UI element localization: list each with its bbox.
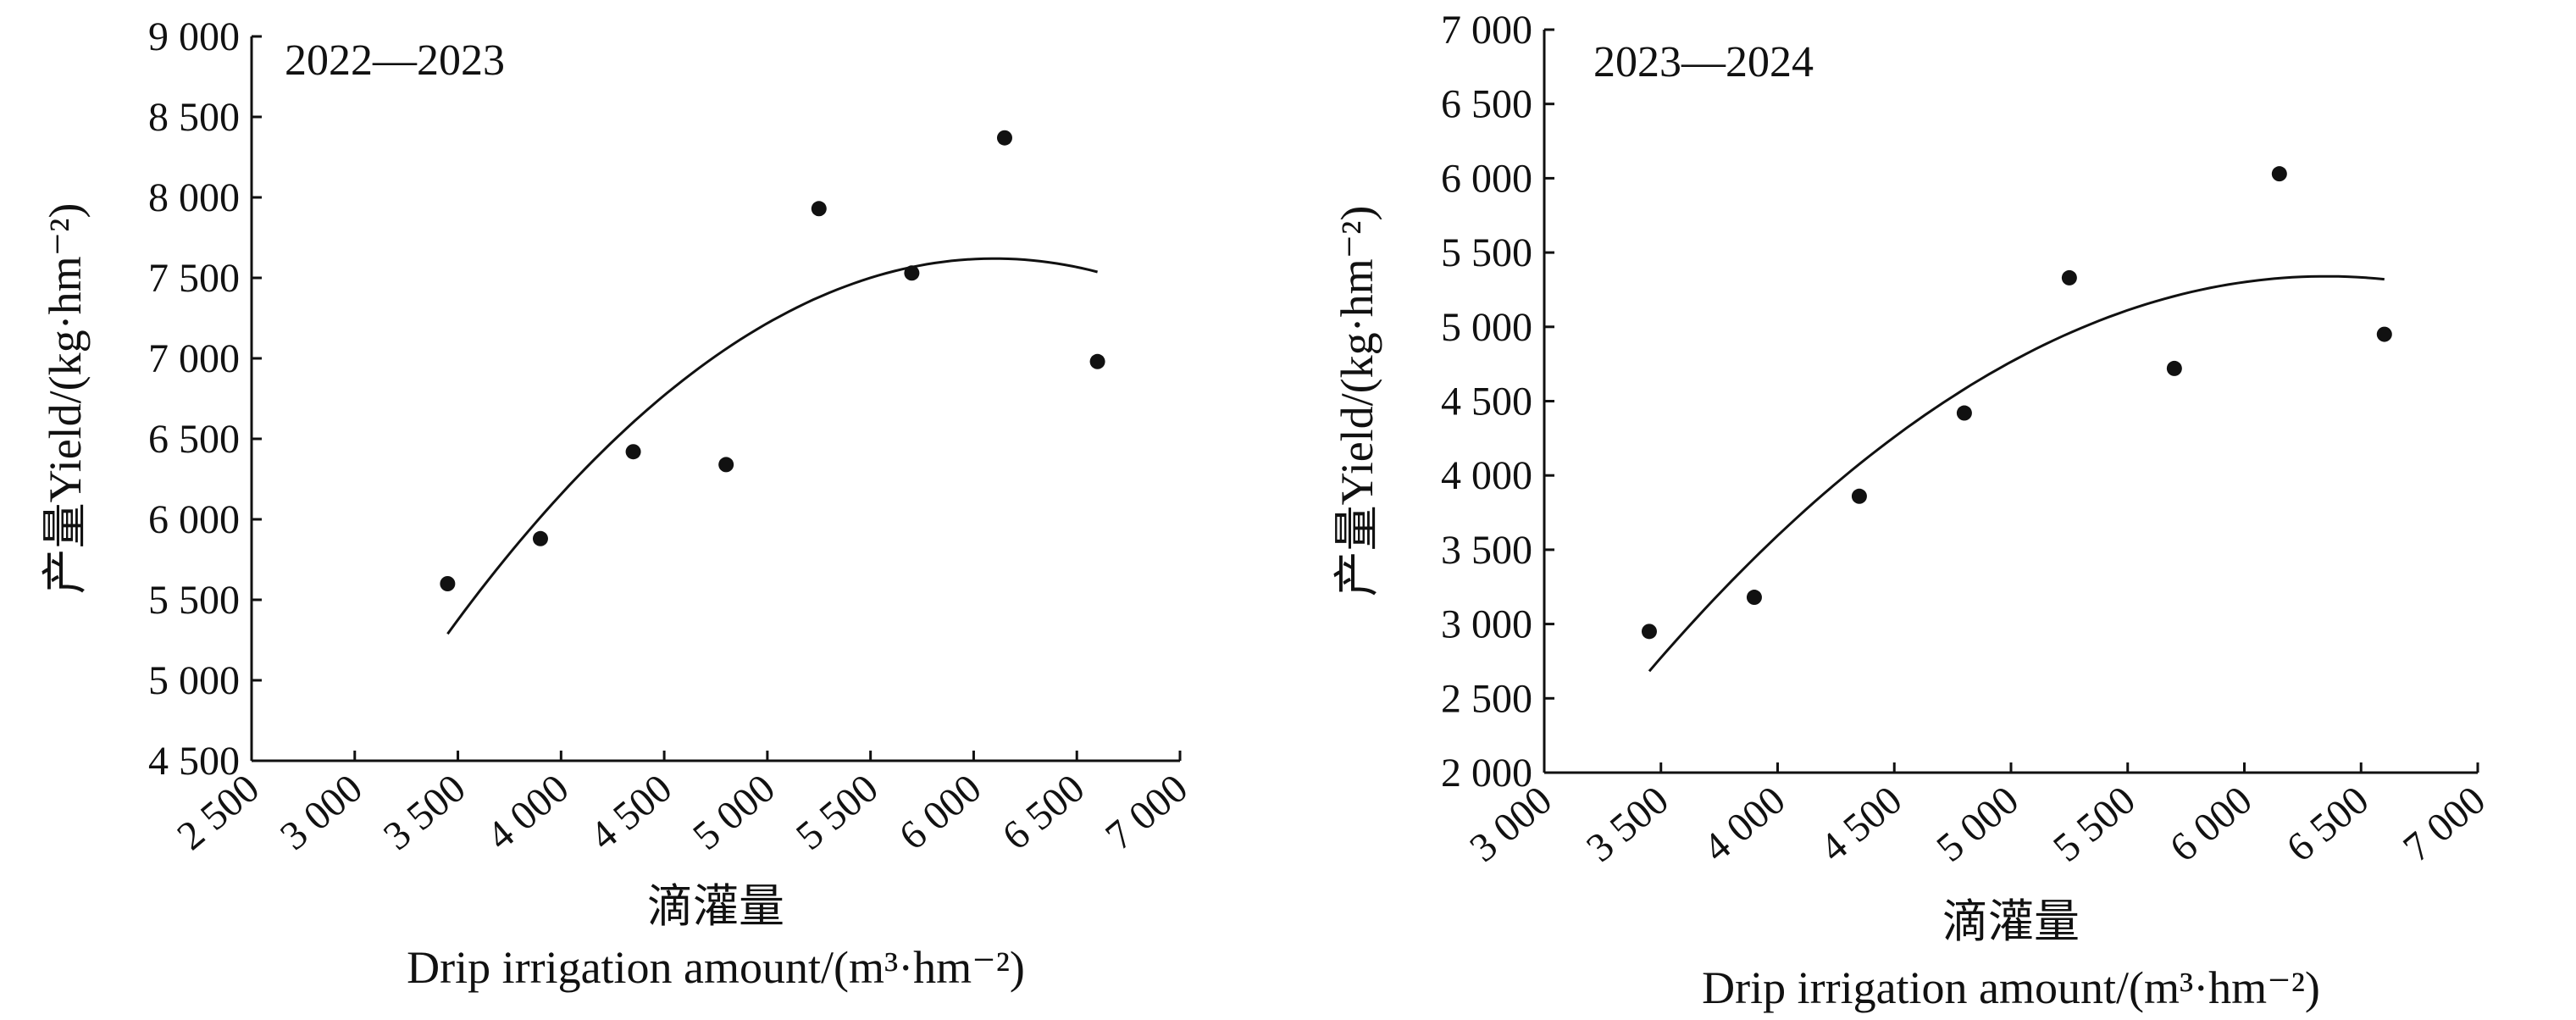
x-tick-label: 7 000 bbox=[1097, 766, 1196, 859]
y-axis-label: 产量Yield/(kg·hm⁻²) bbox=[40, 203, 91, 595]
x-axis-label-en: Drip irrigation amount/(m³·hm⁻²) bbox=[407, 942, 1025, 993]
x-tick-label: 5 500 bbox=[788, 766, 887, 859]
y-tick-label: 7 000 bbox=[1441, 8, 1532, 53]
fit-curve bbox=[446, 257, 1098, 635]
y-tick-label: 6 000 bbox=[1441, 156, 1532, 201]
x-tick-label: 6 500 bbox=[2279, 778, 2378, 871]
x-tick-label: 3 500 bbox=[1578, 778, 1677, 871]
y-tick-label: 5 000 bbox=[148, 658, 240, 703]
x-tick-label: 6 000 bbox=[2162, 778, 2261, 871]
data-point bbox=[532, 530, 548, 546]
x-tick-label: 4 000 bbox=[1695, 778, 1794, 871]
y-tick-label: 5 000 bbox=[1441, 305, 1532, 350]
data-point bbox=[996, 130, 1012, 146]
x-tick-label: 5 000 bbox=[1928, 778, 2027, 871]
x-axis-label-cn: 滴灌量 bbox=[647, 881, 784, 932]
x-tick-label: 3 500 bbox=[375, 766, 474, 859]
y-tick-label: 3 000 bbox=[1441, 602, 1532, 647]
y-tick-label: 6 000 bbox=[148, 497, 240, 542]
y-tick-label: 8 500 bbox=[148, 95, 240, 140]
x-tick-label: 4 500 bbox=[581, 766, 680, 859]
data-point bbox=[625, 444, 641, 460]
x-axis-label-cn: 滴灌量 bbox=[1942, 896, 2080, 947]
y-tick-label: 9 000 bbox=[148, 14, 240, 59]
y-axis-label: 产量Yield/(kg·hm⁻²) bbox=[1332, 206, 1382, 597]
x-tick-label: 5 000 bbox=[684, 766, 784, 859]
y-tick-label: 5 500 bbox=[148, 578, 240, 623]
y-tick-label: 2 500 bbox=[1441, 676, 1532, 721]
x-tick-label: 4 000 bbox=[479, 766, 578, 859]
data-point bbox=[2166, 360, 2182, 376]
y-tick-label: 4 000 bbox=[1441, 453, 1532, 498]
y-tick-label: 2 000 bbox=[1441, 751, 1532, 795]
y-tick-label: 5 500 bbox=[1441, 230, 1532, 275]
fit-curve bbox=[1648, 274, 2385, 673]
data-point bbox=[440, 576, 456, 591]
panel-title: 2022—2023 bbox=[285, 36, 505, 85]
x-tick-label: 6 500 bbox=[994, 766, 1093, 859]
data-point bbox=[1089, 353, 1105, 369]
x-tick-label: 4 500 bbox=[1812, 778, 1911, 871]
y-tick-label: 7 000 bbox=[148, 336, 240, 381]
data-point bbox=[904, 265, 920, 281]
data-point bbox=[1641, 624, 1657, 640]
x-tick-label: 3 000 bbox=[272, 766, 371, 859]
data-point bbox=[2271, 166, 2287, 182]
x-tick-label: 7 000 bbox=[2395, 778, 2494, 871]
data-point bbox=[1956, 405, 1972, 421]
y-tick-label: 4 500 bbox=[1441, 380, 1532, 424]
data-point bbox=[1851, 488, 1867, 504]
y-tick-label: 6 500 bbox=[1441, 82, 1532, 127]
y-tick-label: 7 500 bbox=[148, 256, 240, 301]
y-tick-label: 8 000 bbox=[148, 175, 240, 220]
data-point bbox=[2376, 326, 2392, 342]
x-tick-label: 6 000 bbox=[891, 766, 990, 859]
y-tick-label: 6 500 bbox=[148, 417, 240, 462]
data-point bbox=[811, 201, 827, 217]
data-point bbox=[718, 457, 734, 473]
x-tick-label: 5 500 bbox=[2045, 778, 2144, 871]
x-axis-label-en: Drip irrigation amount/(m³·hm⁻²) bbox=[1702, 962, 2320, 1013]
data-point bbox=[2061, 269, 2077, 285]
y-tick-label: 3 500 bbox=[1441, 528, 1532, 573]
data-point bbox=[1746, 590, 1762, 606]
y-tick-label: 4 500 bbox=[148, 739, 240, 784]
panel-title: 2023—2024 bbox=[1593, 38, 1814, 86]
